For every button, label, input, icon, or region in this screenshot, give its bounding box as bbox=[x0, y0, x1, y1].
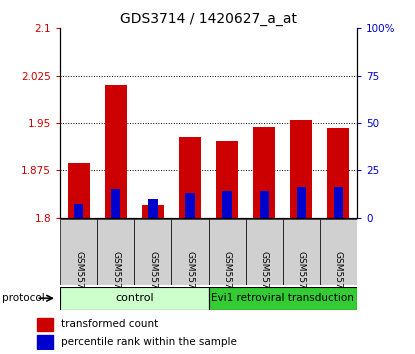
Bar bbox=[186, 193, 195, 218]
Text: percentile rank within the sample: percentile rank within the sample bbox=[61, 337, 237, 347]
Bar bbox=[222, 191, 232, 218]
Bar bbox=[209, 219, 246, 285]
Text: GSM557508: GSM557508 bbox=[222, 251, 232, 306]
Bar bbox=[327, 128, 349, 218]
Bar bbox=[246, 219, 283, 285]
Bar bbox=[171, 219, 209, 285]
Text: GSM557505: GSM557505 bbox=[111, 251, 120, 306]
Bar bbox=[97, 219, 134, 285]
Bar bbox=[111, 189, 120, 218]
Text: GSM557504: GSM557504 bbox=[74, 251, 83, 306]
Bar bbox=[216, 141, 238, 218]
Text: Evi1 retroviral transduction: Evi1 retroviral transduction bbox=[211, 293, 354, 303]
Bar bbox=[105, 85, 127, 218]
Text: GSM557506: GSM557506 bbox=[149, 251, 157, 306]
Bar bbox=[297, 187, 306, 218]
Text: GSM557509: GSM557509 bbox=[260, 251, 269, 306]
Bar bbox=[179, 137, 201, 218]
Bar bbox=[74, 205, 83, 218]
Text: transformed count: transformed count bbox=[61, 319, 158, 329]
Text: control: control bbox=[115, 293, 154, 303]
Bar bbox=[68, 164, 90, 218]
Bar bbox=[209, 287, 357, 310]
Text: GSM557511: GSM557511 bbox=[334, 251, 343, 306]
Bar bbox=[37, 318, 53, 331]
Bar bbox=[259, 191, 269, 218]
Text: GSM557510: GSM557510 bbox=[297, 251, 306, 306]
Bar bbox=[334, 187, 343, 218]
Bar bbox=[134, 219, 171, 285]
Bar bbox=[320, 219, 357, 285]
Bar bbox=[60, 287, 209, 310]
Bar bbox=[37, 335, 53, 349]
Bar bbox=[142, 205, 164, 218]
Bar bbox=[60, 219, 97, 285]
Text: protocol: protocol bbox=[2, 293, 45, 303]
Title: GDS3714 / 1420627_a_at: GDS3714 / 1420627_a_at bbox=[120, 12, 297, 26]
Bar bbox=[283, 219, 320, 285]
Bar bbox=[253, 127, 275, 218]
Bar bbox=[290, 120, 312, 218]
Bar bbox=[148, 199, 158, 218]
Text: GSM557507: GSM557507 bbox=[186, 251, 195, 306]
